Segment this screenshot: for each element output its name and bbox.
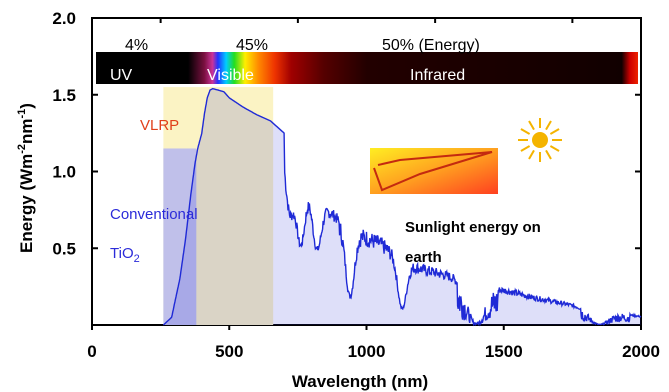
- sun-ray: [528, 149, 535, 160]
- x-tick-label: 1000: [348, 342, 386, 361]
- percent-label-visible: 45%: [236, 37, 268, 54]
- sun-ray: [545, 120, 552, 131]
- y-axis-title-end: ): [17, 103, 36, 109]
- band-label-visible: Visible: [207, 67, 254, 84]
- sun-ray: [520, 145, 531, 152]
- annotation-vlrp: VLRP: [140, 117, 179, 134]
- annotation-tio2-main: TiO: [110, 245, 134, 262]
- sun-ray: [545, 149, 552, 160]
- annotation-sunlight-line1: Sunlight energy on: [405, 219, 541, 236]
- y-tick-label: 1.5: [52, 86, 76, 105]
- spectrum-color-band: [96, 52, 638, 84]
- y-axis-title-mid: nm: [17, 118, 36, 144]
- sun-ray: [520, 128, 531, 135]
- x-tick-label: 1500: [485, 342, 523, 361]
- y-axis-title: Energy (Wm-2nm-1): [16, 103, 36, 253]
- annotation-tio2-sub: 2: [134, 253, 140, 265]
- solar-panel-illustration: [370, 148, 498, 194]
- band-label-uv: UV: [110, 67, 133, 84]
- sun-ray: [549, 145, 560, 152]
- sun-core: [532, 132, 548, 148]
- sun-ray: [549, 128, 560, 135]
- y-axis-title-main: Energy (Wm: [17, 154, 36, 253]
- x-tick-label: 500: [215, 342, 243, 361]
- y-tick-label: 0.5: [52, 239, 76, 258]
- spectrum-line: [162, 87, 642, 327]
- sun-ray: [528, 120, 535, 131]
- y-axis-title-sup1: -2: [16, 144, 28, 154]
- band-label-infrared: Infrared: [410, 67, 465, 84]
- annotation-conventional: Conventional: [110, 206, 198, 223]
- x-axis-title: Wavelength (nm): [292, 372, 428, 391]
- sun-icon: [518, 118, 562, 162]
- y-axis-title-sup2: -1: [16, 109, 28, 119]
- y-tick-label: 2.0: [52, 9, 76, 28]
- y-tick-label: 1.0: [52, 163, 76, 182]
- spectrum-area: [163, 88, 641, 325]
- x-tick-label: 0: [87, 342, 96, 361]
- annotation-sunlight: Sunlight energy on earth: [405, 219, 541, 266]
- region-conventional: [163, 148, 197, 325]
- x-tick-label: 2000: [622, 342, 660, 361]
- percent-label-uv: 4%: [125, 37, 148, 54]
- percent-label-infrared: 50% (Energy): [382, 37, 480, 54]
- annotation-sunlight-line2: earth: [405, 249, 442, 266]
- annotation-tio2: TiO2: [110, 245, 140, 265]
